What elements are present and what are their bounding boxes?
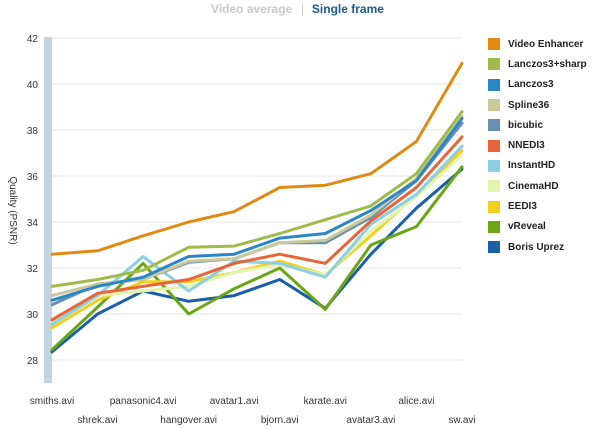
series-line-vreveal[interactable] <box>50 165 464 352</box>
series-line-boris-uprez[interactable] <box>50 167 464 354</box>
x-tick-label: shrek.avi <box>78 415 118 426</box>
legend-label: vReveal <box>508 221 546 233</box>
legend-item[interactable]: EEDI3 <box>488 196 593 216</box>
legend-swatch <box>488 139 500 152</box>
y-tick-label: 28 <box>27 356 39 367</box>
x-tick-label: sw.avi <box>448 415 475 426</box>
legend-label: Video Enhancer <box>508 38 584 50</box>
series-lines <box>50 61 464 354</box>
legend-label: bicubic <box>508 119 544 131</box>
legend-swatch <box>488 38 500 51</box>
legend-label: Spline36 <box>508 99 550 111</box>
y-tick-labels: 28 30 32 34 36 38 40 42 <box>27 34 39 367</box>
x-tick-label: panasonic4.avi <box>110 396 177 407</box>
legend-swatch <box>488 200 500 213</box>
legend-label: Lanczos3+sharp <box>508 58 587 70</box>
x-tick-label: hangover.avi <box>160 415 217 426</box>
legend-swatch <box>488 99 500 112</box>
legend-label: Lanczos3 <box>508 79 554 91</box>
legend-item[interactable]: Lanczos3+sharp <box>488 54 593 74</box>
x-tick-label: karate.avi <box>304 396 347 407</box>
y-tick-label: 34 <box>27 218 39 229</box>
y-axis-bar <box>44 37 52 383</box>
x-tick-label: avatar3.avi <box>346 415 395 426</box>
legend-swatch <box>488 180 500 193</box>
y-tick-label: 36 <box>27 172 39 183</box>
series-line-lanczos3-sharp[interactable] <box>50 110 464 288</box>
legend-item[interactable]: CinemaHD <box>488 176 593 196</box>
y-axis-label: Quality (PSNR) <box>7 176 18 244</box>
view-tabs: Video average Single frame <box>0 2 595 20</box>
x-tick-label: smiths.avi <box>30 396 74 407</box>
series-line-cinemahd[interactable] <box>50 153 464 325</box>
x-tick-label: avatar1.avi <box>210 396 259 407</box>
x-tick-labels: smiths.avi shrek.avi panasonic4.avi hangove… <box>30 396 476 426</box>
legend-item[interactable]: Boris Uprez <box>488 237 593 257</box>
legend-item[interactable]: Spline36 <box>488 95 593 115</box>
legend-item[interactable]: InstantHD <box>488 156 593 176</box>
legend-swatch <box>488 119 500 132</box>
series-line-nnedi3[interactable] <box>50 135 464 322</box>
series-line-lanczos3[interactable] <box>50 117 464 302</box>
y-tick-label: 38 <box>27 126 39 137</box>
chart-legend: Video Enhancer Lanczos3+sharp Lanczos3 Spli… <box>488 34 593 257</box>
legend-label: CinemaHD <box>508 180 559 192</box>
y-tick-label: 32 <box>27 264 39 275</box>
tab-separator <box>301 3 303 17</box>
legend-swatch <box>488 58 500 71</box>
series-line-video-enhancer[interactable] <box>50 61 464 256</box>
legend-label: EEDI3 <box>508 201 537 213</box>
legend-item[interactable]: Lanczos3 <box>488 75 593 95</box>
y-tick-label: 40 <box>27 80 39 91</box>
legend-item[interactable]: Video Enhancer <box>488 34 593 54</box>
legend-label: Boris Uprez <box>508 241 565 253</box>
tab-video-average[interactable]: Video average <box>211 2 293 16</box>
legend-swatch <box>488 220 500 233</box>
legend-label: InstantHD <box>508 160 556 172</box>
x-tick-label: alice.avi <box>398 396 434 407</box>
y-tick-label: 42 <box>27 34 39 45</box>
legend-swatch <box>488 159 500 172</box>
x-tick-label: bjorn.avi <box>261 415 299 426</box>
legend-item[interactable]: bicubic <box>488 115 593 135</box>
legend-item[interactable]: NNEDI3 <box>488 135 593 155</box>
legend-swatch <box>488 241 500 254</box>
legend-label: NNEDI3 <box>508 140 545 152</box>
legend-swatch <box>488 78 500 91</box>
legend-item[interactable]: vReveal <box>488 217 593 237</box>
tab-single-frame[interactable]: Single frame <box>311 2 384 16</box>
series-line-instanthd[interactable] <box>50 144 464 326</box>
y-tick-label: 30 <box>27 310 39 321</box>
